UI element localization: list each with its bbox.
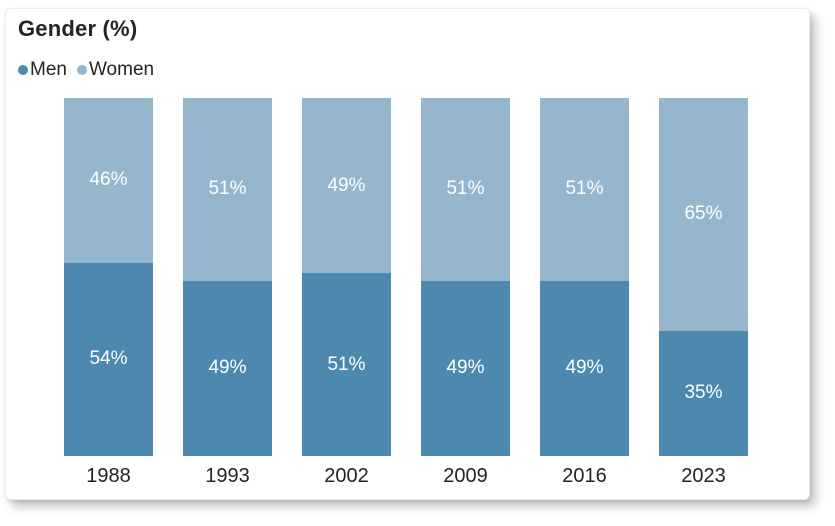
segment-women-1993[interactable]: 51% bbox=[183, 98, 272, 281]
legend: Men Women bbox=[18, 59, 154, 81]
stacked-bar-2023: 65% 35% bbox=[659, 98, 748, 456]
data-label-men-2023: 35% bbox=[684, 382, 723, 404]
stacked-bar-2009: 51% 49% bbox=[421, 98, 510, 456]
segment-men-2002[interactable]: 51% bbox=[302, 273, 391, 456]
chart-title: Gender (%) bbox=[18, 16, 138, 41]
segment-women-2009[interactable]: 51% bbox=[421, 98, 510, 281]
data-label-men-2002: 51% bbox=[327, 353, 366, 375]
segment-women-2016[interactable]: 51% bbox=[540, 98, 629, 281]
segment-men-2009[interactable]: 49% bbox=[421, 280, 510, 456]
chart-card: Gender (%) Men Women 46% 54% 1988 51% 49% 199… bbox=[5, 8, 810, 500]
stacked-bar-1988: 46% 54% bbox=[64, 98, 153, 456]
data-label-women-2016: 51% bbox=[565, 178, 604, 200]
data-label-men-2016: 49% bbox=[565, 357, 604, 379]
x-axis-label-2009: 2009 bbox=[443, 465, 488, 487]
segment-men-2023[interactable]: 35% bbox=[659, 330, 748, 456]
bar-column: 51% 49% 1993 bbox=[183, 98, 272, 488]
legend-label-men: Men bbox=[30, 59, 67, 80]
legend-dot-women-icon bbox=[76, 65, 87, 75]
data-label-men-1988: 54% bbox=[89, 348, 128, 370]
legend-dot-men-icon bbox=[18, 65, 28, 75]
segment-men-1993[interactable]: 49% bbox=[183, 280, 272, 456]
data-label-women-2023: 65% bbox=[684, 203, 723, 225]
x-axis-label-2023: 2023 bbox=[681, 465, 726, 487]
bar-column: 46% 54% 1988 bbox=[64, 98, 153, 488]
bar-column: 65% 35% 2023 bbox=[659, 98, 748, 488]
segment-women-2023[interactable]: 65% bbox=[659, 98, 748, 331]
legend-item-women[interactable]: Women bbox=[76, 59, 155, 81]
legend-label-women: Women bbox=[88, 59, 155, 80]
x-axis-label-2002: 2002 bbox=[324, 465, 369, 487]
segment-men-2016[interactable]: 49% bbox=[540, 280, 629, 456]
bar-column: 51% 49% 2016 bbox=[540, 98, 629, 488]
data-label-women-2009: 51% bbox=[446, 178, 485, 200]
segment-men-1988[interactable]: 54% bbox=[64, 262, 153, 456]
bar-column: 49% 51% 2002 bbox=[302, 98, 391, 488]
stacked-bar-1993: 51% 49% bbox=[183, 98, 272, 456]
x-axis-label-1993: 1993 bbox=[205, 465, 250, 487]
x-axis-label-1988: 1988 bbox=[86, 465, 131, 487]
bar-column: 51% 49% 2009 bbox=[421, 98, 510, 488]
stacked-bar-2016: 51% 49% bbox=[540, 98, 629, 456]
segment-women-1988[interactable]: 46% bbox=[64, 98, 153, 263]
x-axis-label-2016: 2016 bbox=[562, 465, 607, 487]
data-label-men-1993: 49% bbox=[208, 357, 247, 379]
data-label-women-1993: 51% bbox=[208, 178, 247, 200]
stacked-bar-chart: 46% 54% 1988 51% 49% 1993 49% 51% 2002 51% 49% 2009… bbox=[64, 98, 748, 488]
segment-women-2002[interactable]: 49% bbox=[302, 98, 391, 274]
data-label-men-2009: 49% bbox=[446, 357, 485, 379]
data-label-women-2002: 49% bbox=[327, 174, 366, 196]
stacked-bar-2002: 49% 51% bbox=[302, 98, 391, 456]
legend-item-men[interactable]: Men bbox=[18, 59, 67, 81]
data-label-women-1988: 46% bbox=[89, 169, 128, 191]
